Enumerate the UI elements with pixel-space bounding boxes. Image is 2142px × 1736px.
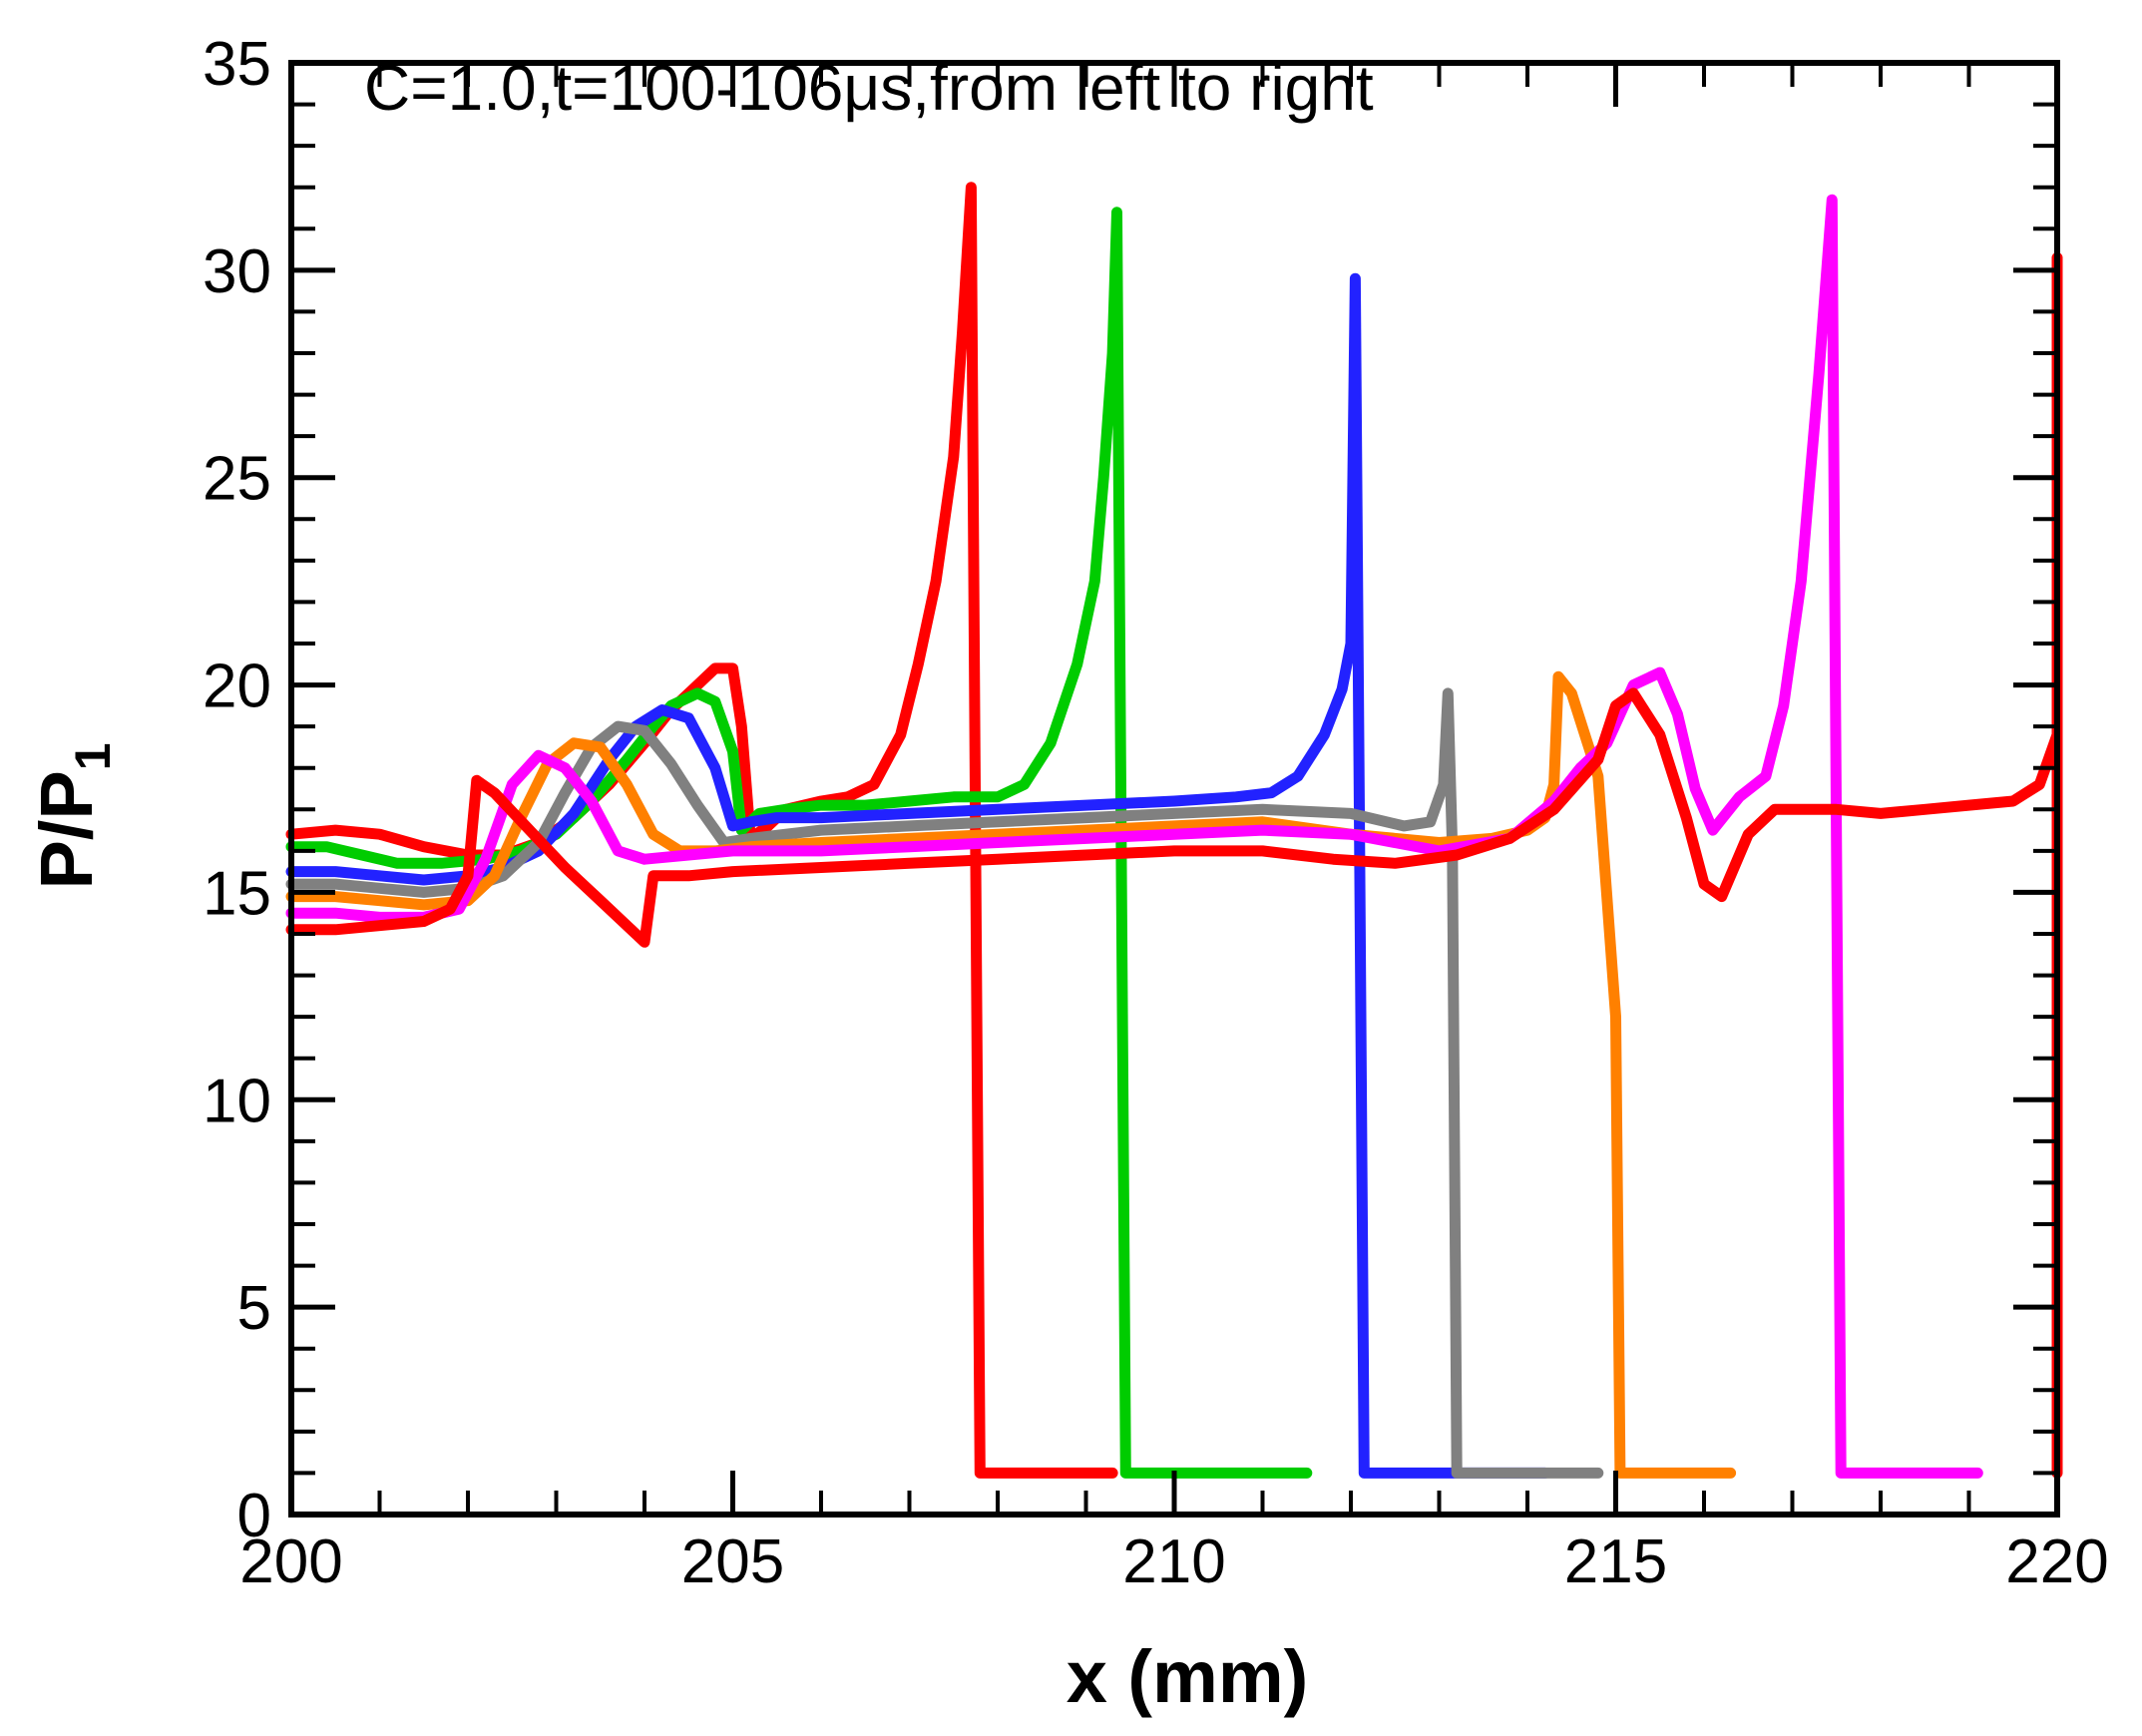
y-tick-label: 10	[203, 1067, 271, 1135]
ticks-layer: 200 205 210 215 220 0 5 10 15 20 25 30 35	[203, 30, 2109, 1596]
plot-frame	[288, 60, 2060, 1518]
y-axis-title-base: P/P	[25, 770, 108, 889]
series-line-5	[285, 670, 1737, 1479]
x-tick-label: 210	[1122, 1527, 1225, 1596]
x-axis-title: x (mm)	[1067, 1635, 1309, 1718]
y-axis-title: P/P1	[25, 742, 121, 889]
y-axis-title-subscript: 1	[65, 742, 121, 770]
series-line-6	[285, 194, 1983, 1479]
y-tick-label: 30	[203, 237, 271, 306]
x-tick-label: 220	[2005, 1527, 2108, 1596]
y-tick-label: 0	[237, 1482, 271, 1550]
y-tick-label: 5	[237, 1274, 271, 1343]
series-layer	[285, 182, 2063, 1479]
y-tick-label: 20	[203, 652, 271, 721]
y-tick-label: 25	[203, 445, 271, 514]
chart-title: C=1.0,t=100-106μs,from left to right	[364, 52, 1374, 124]
series-line-7	[285, 251, 2063, 1479]
axes-layer: 200 205 210 215 220 0 5 10 15 20 25 30 35	[203, 30, 2109, 1596]
y-tick-label: 35	[203, 30, 271, 99]
y-tick-label: 15	[203, 859, 271, 928]
x-tick-label: 200	[239, 1527, 342, 1596]
x-tick-label: 205	[681, 1527, 784, 1596]
x-tick-label: 215	[1564, 1527, 1667, 1596]
